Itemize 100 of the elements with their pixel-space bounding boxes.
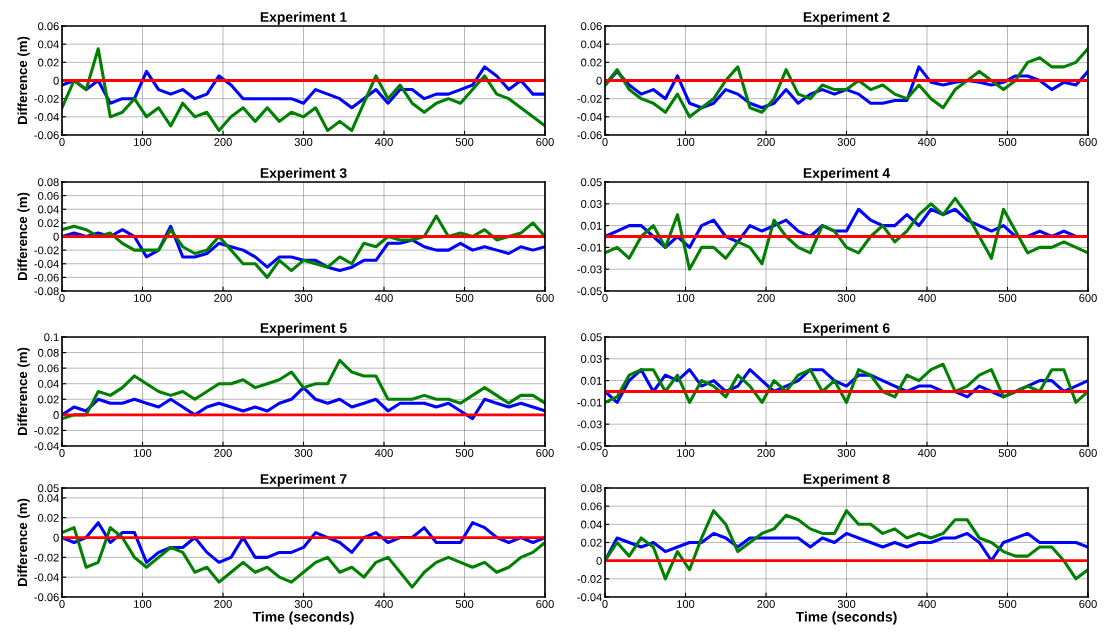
x-tick-label: 600 [1079, 138, 1097, 146]
y-tick-label: 0.01 [581, 376, 602, 385]
y-tick-label: 0.02 [38, 513, 59, 522]
y-tick-label: -0.02 [34, 246, 59, 255]
x-tick-label: 500 [998, 449, 1017, 457]
x-tick-label: 400 [917, 600, 936, 608]
y-tick-label: 0.02 [38, 395, 59, 404]
x-axis-title: Time (seconds) [795, 611, 897, 625]
x-tick-label: 300 [294, 449, 313, 457]
x-tick-label: 100 [134, 138, 152, 146]
y-tick-label: -0.04 [577, 113, 602, 121]
y-tick-label: -0.06 [577, 131, 602, 140]
y-tick-label: 0 [596, 556, 602, 565]
x-tick-label: 100 [677, 138, 695, 146]
y-tick-label: -0.02 [34, 426, 59, 435]
y-tick-label: 0.06 [38, 22, 59, 31]
y-tick-label: 0.02 [581, 58, 602, 67]
y-tick-label: 0 [53, 411, 59, 419]
x-tick-label: 600 [1079, 294, 1097, 302]
y-tick-label: 0.05 [581, 333, 602, 342]
x-tick-label: 500 [998, 600, 1017, 608]
x-tick-label: 400 [374, 294, 393, 302]
chart-title: Experiment 8 [803, 473, 890, 487]
y-tick-label: 0.01 [581, 221, 602, 230]
y-tick-label: -0.06 [34, 131, 59, 140]
x-tick-label: 400 [374, 138, 393, 146]
y-tick-label: -0.04 [577, 593, 602, 602]
x-tick-label: 500 [998, 138, 1017, 146]
x-tick-label: 400 [374, 600, 393, 608]
x-tick-label: 500 [998, 294, 1017, 302]
x-tick-label: 0 [59, 138, 65, 146]
y-tick-label: 0.08 [38, 348, 59, 357]
y-tick-label: -0.06 [34, 273, 59, 282]
y-tick-label: 0.04 [38, 205, 59, 214]
y-tick-label: 0.02 [38, 219, 59, 228]
x-tick-label: 100 [134, 600, 152, 608]
y-tick-label: -0.02 [34, 553, 59, 562]
y-tick-label: 0.08 [38, 178, 59, 187]
chart-title: Experiment 7 [260, 473, 347, 487]
line-series [605, 509, 1088, 581]
x-tick-label: 500 [455, 138, 474, 146]
y-tick-label: 0.04 [38, 494, 59, 503]
y-tick-label: 0.04 [38, 40, 59, 49]
y-tick-label: 0.02 [38, 58, 59, 67]
x-tick-label: 200 [757, 138, 775, 146]
x-axis-title: Time (seconds) [252, 611, 354, 625]
y-tick-label: 0.06 [581, 22, 602, 31]
x-tick-label: 300 [837, 138, 856, 146]
x-tick-label: 0 [602, 138, 608, 146]
y-tick-label: -0.04 [34, 573, 59, 582]
chart-title: Experiment 4 [803, 167, 891, 181]
x-tick-label: 100 [677, 600, 695, 608]
x-tick-label: 300 [837, 600, 856, 608]
chart-title: Experiment 2 [803, 11, 890, 25]
x-tick-label: 300 [294, 294, 313, 302]
y-tick-label: -0.02 [34, 94, 59, 103]
x-tick-label: 400 [374, 449, 393, 457]
y-tick-label: 0.05 [581, 178, 602, 187]
y-tick-label: 0.04 [581, 40, 602, 49]
line-series [62, 358, 545, 421]
x-tick-label: 400 [917, 449, 936, 457]
y-tick-label: -0.08 [34, 287, 59, 296]
x-tick-label: 400 [917, 294, 936, 302]
x-tick-label: 0 [59, 294, 65, 302]
y-tick-label: 0 [53, 76, 59, 85]
x-tick-label: 600 [536, 600, 554, 608]
x-tick-label: 100 [134, 294, 152, 302]
y-tick-label: 0.1 [44, 333, 59, 342]
y-tick-label: 0.08 [581, 484, 602, 493]
chart-title: Experiment 6 [803, 322, 890, 336]
y-tick-label: -0.03 [577, 265, 602, 274]
x-tick-label: 200 [757, 294, 775, 302]
x-tick-label: 600 [536, 138, 554, 146]
x-tick-label: 0 [59, 600, 65, 608]
x-tick-label: 200 [214, 294, 232, 302]
y-tick-label: -0.05 [577, 442, 602, 451]
y-tick-label: 0.04 [581, 520, 602, 529]
y-tick-label: 0.02 [581, 538, 602, 547]
y-tick-label: -0.04 [34, 113, 59, 121]
y-tick-label: -0.04 [34, 442, 59, 451]
line-series [605, 47, 1088, 119]
y-tick-label: -0.02 [577, 94, 602, 103]
y-tick-label: 0.06 [38, 191, 59, 200]
y-axis-title: Difference (m) [17, 347, 30, 435]
y-tick-label: -0.02 [577, 575, 602, 583]
y-tick-label: -0.05 [577, 287, 602, 296]
y-tick-label: -0.03 [577, 420, 602, 429]
x-tick-label: 200 [214, 600, 232, 608]
x-tick-label: 300 [837, 294, 856, 302]
x-tick-label: 600 [536, 294, 554, 302]
y-tick-label: 0 [596, 76, 602, 85]
line-series [605, 196, 1088, 271]
chart-title: Experiment 3 [260, 167, 347, 181]
x-tick-label: 500 [455, 294, 474, 302]
x-tick-label: 300 [294, 600, 313, 608]
x-tick-label: 200 [214, 449, 232, 457]
x-tick-label: 0 [602, 449, 608, 457]
x-tick-label: 0 [602, 600, 608, 608]
x-tick-label: 0 [59, 449, 65, 457]
x-tick-label: 300 [294, 138, 313, 146]
